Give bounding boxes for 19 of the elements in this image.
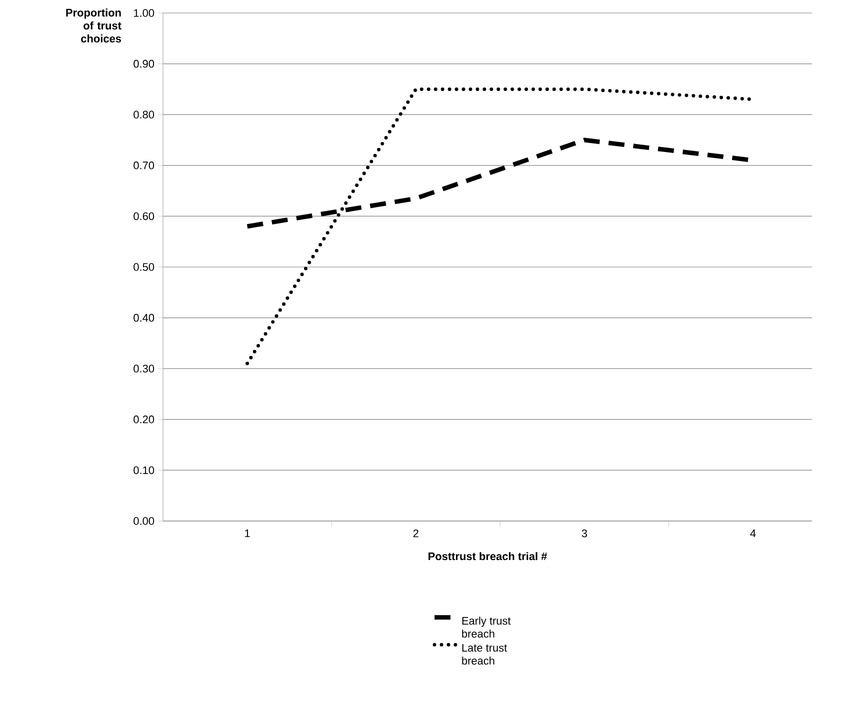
y-tick-label: 0.70 — [134, 162, 154, 170]
y-tick-label: 0.50 — [134, 263, 154, 271]
x-tick-label: 1 — [245, 530, 250, 538]
y-tick-label: 0.60 — [134, 212, 154, 220]
y-tick-label: 0.90 — [134, 60, 154, 68]
y-axis-title: Proportion of trust choices — [66, 8, 122, 42]
y-tick-label: 0.40 — [134, 314, 154, 322]
y-tick-label: 1.00 — [134, 9, 154, 17]
x-tick-label: 2 — [413, 530, 418, 538]
y-tick-label: 0.10 — [134, 466, 154, 474]
y-tick-label: 0.30 — [134, 364, 154, 372]
x-axis-title: Posttrust breach trial # — [428, 552, 547, 560]
x-tick-label: 4 — [750, 530, 756, 538]
legend-label: Early trust breach — [462, 616, 511, 638]
y-tick-label: 0.20 — [134, 416, 154, 424]
x-tick-label: 3 — [582, 530, 587, 538]
y-tick-label: 0.00 — [134, 517, 154, 525]
legend-label: Late trust breach — [462, 644, 508, 665]
y-tick-label: 0.80 — [134, 110, 154, 118]
